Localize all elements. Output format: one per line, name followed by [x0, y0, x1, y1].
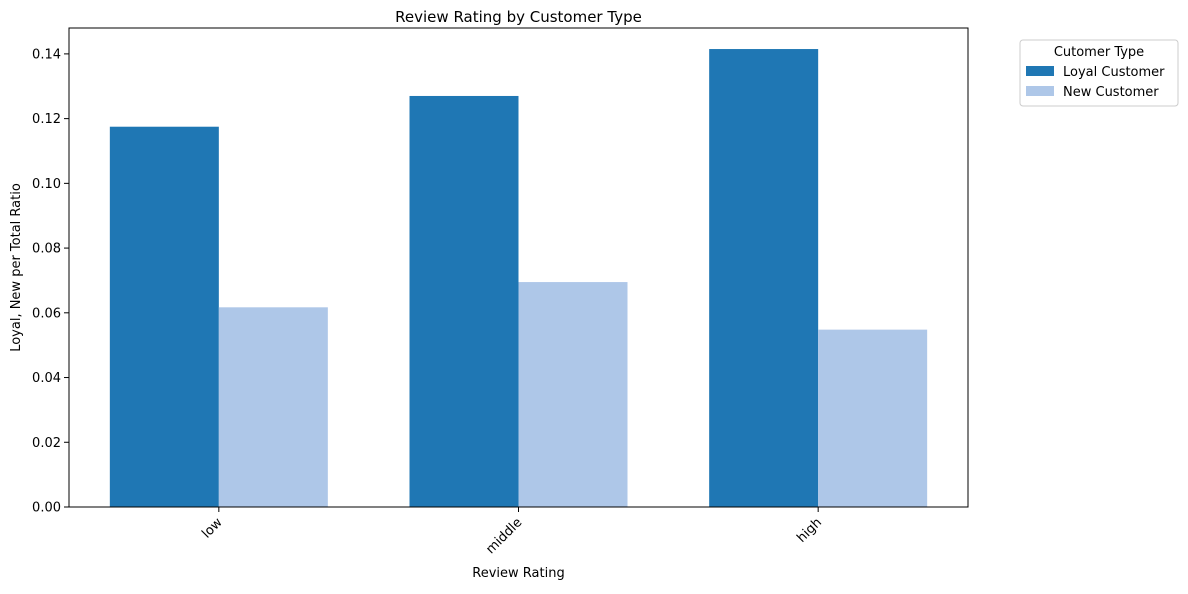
y-axis: 0.00 0.02 0.04 0.06 0.08 0.10 0.12 0.14 [32, 47, 69, 516]
legend-label-loyal-customer: Loyal Customer [1063, 65, 1165, 80]
y-tick-label: 0.10 [32, 177, 61, 192]
legend-swatch-new-customer [1026, 86, 1054, 96]
y-tick-label: 0.06 [32, 306, 61, 321]
bars-layer [109, 49, 928, 508]
y-axis-label: Loyal, New per Total Ratio [9, 183, 24, 352]
plot-frame [68, 27, 969, 508]
legend-label-new-customer: New Customer [1063, 85, 1159, 100]
bar-new-customer-middle [518, 282, 628, 507]
bar-loyal-customer-high [709, 49, 819, 507]
x-axis: low middle high [199, 507, 825, 557]
x-tick-label-middle: middle [483, 515, 525, 557]
legend: Cutomer Type Loyal Customer New Customer [1019, 39, 1179, 107]
y-tick-label: 0.12 [32, 112, 61, 127]
x-tick-label-low: low [199, 515, 226, 542]
legend-items: Loyal Customer New Customer [1026, 65, 1165, 100]
y-tick-label: 0.08 [32, 242, 61, 257]
legend-box [1019, 39, 1179, 107]
y-tick-label: 0.04 [32, 371, 61, 386]
bar-loyal-customer-middle [409, 95, 519, 507]
bar-loyal-customer-low [109, 126, 219, 508]
legend-swatch-loyal-customer [1026, 66, 1054, 76]
y-tick-label: 0.14 [32, 47, 61, 62]
legend-title: Cutomer Type [1054, 45, 1144, 60]
x-axis-label: Review Rating [472, 566, 564, 581]
x-tick-label-high: high [794, 515, 825, 546]
chart-title: Review Rating by Customer Type [395, 8, 642, 26]
bar-new-customer-low [218, 307, 328, 507]
bar-new-customer-high [818, 329, 928, 507]
y-tick-label: 0.02 [32, 436, 61, 451]
y-tick-label: 0.00 [32, 501, 61, 516]
